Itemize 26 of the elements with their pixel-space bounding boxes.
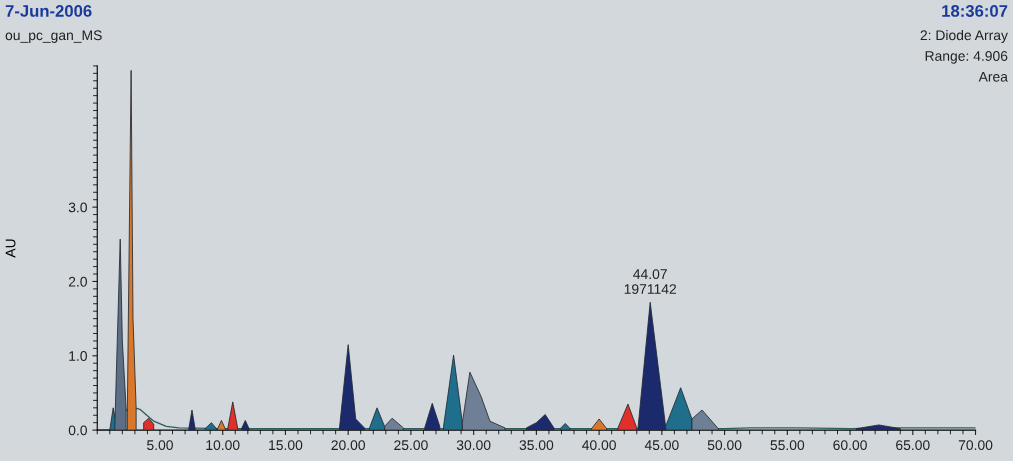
x-tick-label: 35.00: [519, 440, 554, 451]
x-tick-label: 30.00: [456, 440, 491, 451]
text: 18:36:07: [942, 5, 1008, 17]
text: 7-Jun-2006: [5, 5, 92, 17]
x-tick-label: 5.00: [147, 440, 173, 451]
x-tick-label: 50.00: [707, 440, 742, 451]
y-axis-title: AU: [5, 239, 16, 258]
x-tick-label: 65.00: [896, 440, 930, 451]
x-tick-label: 55.00: [770, 440, 805, 451]
x-tick-label: 20.00: [331, 440, 366, 451]
text: Range: 4.906: [925, 51, 1008, 64]
text: ou_pc_gan_MS: [5, 30, 102, 43]
y-tick-label: 0.0: [68, 425, 87, 436]
y-tick-label: 1.0: [69, 351, 87, 361]
x-tick-label: 15.00: [269, 440, 303, 451]
annotation: 44.07 1971142: [624, 269, 677, 294]
x-tick-label: 40.00: [582, 440, 616, 451]
x-tick-label: 70.00: [958, 440, 993, 451]
x-tick-label: 45.00: [644, 440, 679, 451]
x-tick-label: 10.00: [206, 440, 240, 451]
y-tick-label: 3.0: [68, 202, 87, 213]
x-tick-label: 60.00: [833, 440, 867, 451]
y-tick-label: 2.0: [68, 276, 87, 287]
x-tick-label: 25.00: [394, 440, 428, 451]
text: Area: [978, 71, 1008, 82]
text: 2: Diode Array: [920, 29, 1008, 43]
